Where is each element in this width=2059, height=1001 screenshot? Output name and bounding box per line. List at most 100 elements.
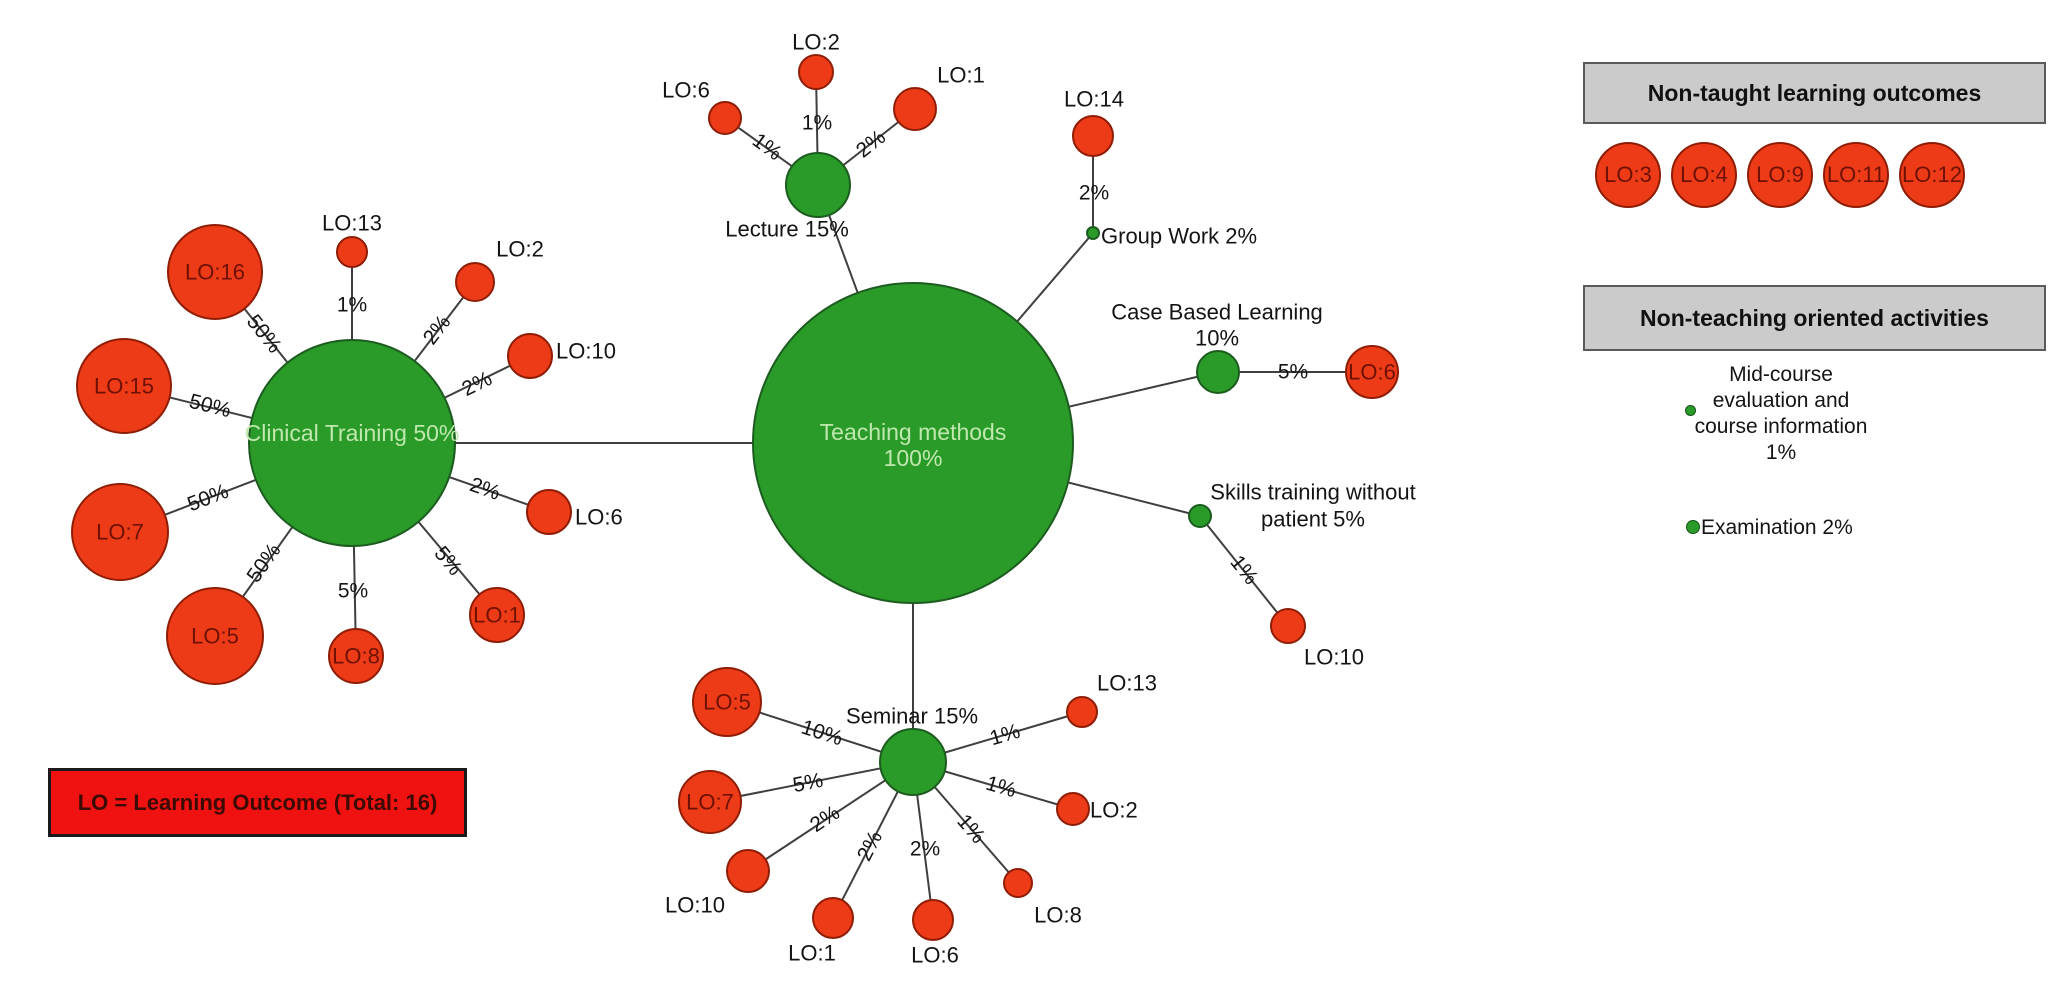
- examination-dot: [1686, 520, 1700, 534]
- mid-course-evaluation-note: Mid-course evaluation and course informa…: [1694, 363, 1868, 464]
- edge-label-group-work-lecture-lo14: 2%: [1079, 182, 1109, 205]
- node-label-teaching-methods: 100%: [884, 445, 943, 471]
- edge-label-seminar-seminar-lo2: 1%: [983, 772, 1019, 803]
- edge-label-seminar-seminar-lo5: 10%: [798, 716, 845, 751]
- node-label-skills-training: patient 5%: [1261, 507, 1365, 532]
- node-label-seminar-lo5: LO:5: [703, 690, 751, 715]
- edge-label-seminar-seminar-lo8: 1%: [952, 810, 989, 848]
- node-label-seminar-lo6: LO:6: [911, 943, 959, 968]
- node-label-clinical-lo5: LO:5: [191, 624, 239, 649]
- node-skills-lo10-circle: [1270, 608, 1306, 644]
- node-label-seminar-lo8: LO:8: [1034, 903, 1082, 928]
- edge-label-clinical-training-clinical-lo10: 2%: [458, 367, 495, 401]
- node-clinical-lo7-circle: [71, 483, 169, 581]
- node-clinical-lo5-circle: [166, 587, 264, 685]
- edge-label-clinical-training-clinical-lo1: 5%: [429, 542, 466, 580]
- node-label-clinical-lo16: LO:16: [185, 260, 245, 285]
- node-label-case-based-learning: Case Based Learning: [1111, 300, 1323, 325]
- non-taught-lo-circle: LO:11: [1823, 142, 1889, 208]
- node-label-lecture-lo14: LO:14: [1064, 87, 1124, 112]
- edge-seminar-seminar-lo7: [709, 761, 914, 803]
- examination-note: Examination 2%: [1701, 516, 1853, 539]
- node-lecture-circle: [785, 152, 851, 218]
- node-clinical-lo10-circle: [507, 333, 553, 379]
- node-label-skills-training: Skills training without: [1210, 480, 1415, 505]
- node-label-skills-lo10: LO:10: [1304, 645, 1364, 670]
- node-seminar-lo5-circle: [692, 667, 762, 737]
- edge-label-case-based-learning-cbl-lo6: 5%: [1278, 361, 1308, 384]
- node-seminar-circle: [879, 728, 947, 796]
- edge-label-clinical-training-clinical-lo13: 1%: [337, 294, 367, 317]
- node-label-clinical-lo10: LO:10: [556, 339, 616, 364]
- node-label-case-based-learning: 10%: [1195, 326, 1239, 351]
- edge-label-lecture-lecture-lo6: 1%: [748, 129, 786, 165]
- node-label-lecture: Lecture 15%: [725, 217, 849, 242]
- node-lecture-lo2-circle: [798, 54, 834, 90]
- edge-label-seminar-seminar-lo1: 2%: [853, 827, 887, 865]
- non-taught-lo-circle: LO:9: [1747, 142, 1813, 208]
- node-label-clinical-lo8: LO:8: [332, 644, 380, 669]
- edge-label-clinical-training-clinical-lo7: 50%: [184, 480, 231, 517]
- node-seminar-lo7-circle: [678, 770, 742, 834]
- non-taught-lo-circle: LO:3: [1595, 142, 1661, 208]
- edge-label-clinical-training-clinical-lo16: 50%: [242, 310, 286, 357]
- node-clinical-lo15-circle: [76, 338, 172, 434]
- node-clinical-lo13-circle: [336, 236, 368, 268]
- node-clinical-lo1-circle: [469, 587, 525, 643]
- node-lecture-lo14-circle: [1072, 115, 1114, 157]
- non-taught-lo-circle: LO:12: [1899, 142, 1965, 208]
- non-taught-outcomes-header: Non-taught learning outcomes: [1583, 62, 2046, 124]
- node-label-group-work: Group Work 2%: [1101, 224, 1257, 249]
- edge-label-seminar-seminar-lo6: 2%: [910, 838, 940, 861]
- node-label-seminar-lo1: LO:1: [788, 941, 836, 966]
- node-label-clinical-lo13: LO:13: [322, 211, 382, 236]
- node-label-clinical-lo2: LO:2: [496, 237, 544, 262]
- node-label-clinical-training: Clinical Training 50%: [245, 420, 460, 446]
- node-label-teaching-methods: Teaching methods: [820, 419, 1007, 445]
- edge-label-seminar-seminar-lo13: 1%: [987, 720, 1023, 751]
- node-lecture-lo1-circle: [893, 87, 937, 131]
- node-lecture-lo6-circle: [708, 101, 742, 135]
- edge-label-clinical-training-clinical-lo15: 50%: [187, 390, 233, 422]
- node-cbl-lo6-circle: [1345, 345, 1399, 399]
- node-clinical-lo16-circle: [167, 224, 263, 320]
- node-label-clinical-lo6: LO:6: [575, 505, 623, 530]
- non-taught-lo-circle: LO:4: [1671, 142, 1737, 208]
- node-skills-training-circle: [1188, 504, 1212, 528]
- node-label-lecture-lo6: LO:6: [662, 78, 710, 103]
- edge-label-lecture-lecture-lo1: 2%: [852, 126, 890, 163]
- node-label-clinical-lo7: LO:7: [96, 520, 144, 545]
- edge-label-seminar-seminar-lo10: 2%: [806, 801, 844, 837]
- node-label-seminar-lo10: LO:10: [665, 893, 725, 918]
- node-clinical-lo2-circle: [455, 262, 495, 302]
- node-label-seminar-lo2: LO:2: [1090, 798, 1138, 823]
- node-label-cbl-lo6: LO:6: [1348, 360, 1396, 385]
- node-clinical-training-circle: [248, 339, 456, 547]
- node-seminar-lo1-circle: [812, 897, 854, 939]
- edge-skills-training-skills-lo10: [1199, 515, 1289, 627]
- node-case-based-learning-circle: [1196, 350, 1240, 394]
- lo-abbreviation-legend: LO = Learning Outcome (Total: 16): [48, 768, 467, 837]
- node-group-work-circle: [1086, 226, 1100, 240]
- edge-label-skills-training-skills-lo10: 1%: [1226, 551, 1263, 589]
- node-label-clinical-lo15: LO:15: [94, 374, 154, 399]
- edge-label-clinical-training-clinical-lo6: 2%: [467, 473, 503, 505]
- node-label-lecture-lo2: LO:2: [792, 30, 840, 55]
- node-seminar-lo13-circle: [1066, 696, 1098, 728]
- node-clinical-lo8-circle: [328, 628, 384, 684]
- mid-course-dot: [1685, 405, 1696, 416]
- node-seminar-lo2-circle: [1056, 792, 1090, 826]
- edge-label-seminar-seminar-lo7: 5%: [791, 769, 825, 797]
- node-seminar-lo6-circle: [912, 899, 954, 941]
- edge-label-clinical-training-clinical-lo2: 2%: [419, 311, 456, 349]
- non-taught-circle-row: LO:3 LO:4 LO:9 LO:11 LO:12: [1595, 142, 1965, 208]
- node-clinical-lo6-circle: [526, 489, 572, 535]
- edge-label-clinical-training-clinical-lo8: 5%: [338, 580, 368, 603]
- node-seminar-lo8-circle: [1003, 868, 1033, 898]
- node-label-lecture-lo1: LO:1: [937, 63, 985, 88]
- node-seminar-lo10-circle: [726, 849, 770, 893]
- node-label-seminar-lo13: LO:13: [1097, 671, 1157, 696]
- node-label-clinical-lo1: LO:1: [473, 603, 521, 628]
